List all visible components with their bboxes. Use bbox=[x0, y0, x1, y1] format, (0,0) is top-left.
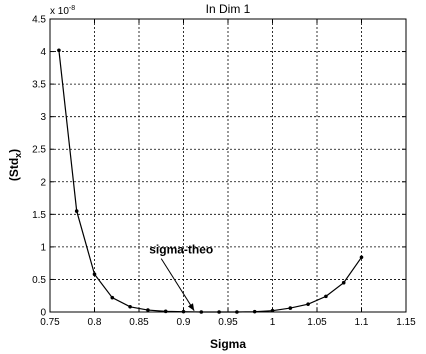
y-tick-label: 2 bbox=[40, 177, 46, 188]
data-point bbox=[288, 306, 293, 310]
data-point bbox=[341, 280, 346, 285]
x-tick-label: 1.1 bbox=[355, 317, 369, 328]
x-tick-label: 1.05 bbox=[307, 317, 327, 328]
y-tick-label: 0.5 bbox=[32, 275, 46, 286]
x-tick-label: 0.8 bbox=[88, 317, 102, 328]
data-point bbox=[217, 310, 221, 314]
y-tick-label: 2.5 bbox=[32, 145, 46, 156]
y-tick-label: 4 bbox=[40, 47, 46, 58]
x-axis-label: Sigma bbox=[210, 337, 246, 351]
y-tick-label: 1 bbox=[40, 242, 46, 253]
data-point bbox=[359, 255, 364, 260]
x-tick-label: 0.95 bbox=[218, 317, 238, 328]
x-tick-label: 0.85 bbox=[129, 317, 149, 328]
x-tick-label: 1 bbox=[270, 317, 276, 328]
data-point bbox=[57, 48, 61, 53]
x-tick-label: 0.75 bbox=[40, 317, 60, 328]
y-tick-label: 3.5 bbox=[32, 80, 46, 91]
data-point bbox=[146, 308, 150, 312]
x-tick-label: 1.15 bbox=[396, 317, 416, 328]
y-tick-label: 0 bbox=[40, 308, 46, 319]
y-axis-label-subscript: x bbox=[13, 153, 23, 158]
data-point bbox=[324, 294, 328, 299]
data-point bbox=[163, 309, 168, 314]
annotation-arrow bbox=[160, 258, 195, 311]
y-tick-label: 3 bbox=[40, 112, 46, 123]
svg-text:(Stdx): (Stdx) bbox=[7, 149, 23, 181]
y-axis-label-close: ) bbox=[7, 149, 21, 153]
data-point bbox=[92, 272, 97, 277]
data-point bbox=[252, 309, 257, 314]
exponent-base: x 10 bbox=[50, 6, 69, 17]
data-point bbox=[199, 310, 204, 314]
x-axis-ticks: 0.75 0.8 0.85 0.9 0.95 1 1.05 1.1 1.15 bbox=[40, 19, 416, 328]
annotation-label: sigma-theo bbox=[149, 243, 213, 257]
data-point bbox=[270, 308, 275, 313]
data-point bbox=[181, 309, 186, 314]
y-tick-label: 1.5 bbox=[32, 210, 46, 221]
data-point bbox=[128, 304, 132, 309]
x-tick-label: 0.9 bbox=[177, 317, 191, 328]
data-point bbox=[74, 209, 79, 213]
data-point bbox=[306, 302, 310, 306]
exponent-label: x 10-8 bbox=[50, 5, 75, 17]
series-line bbox=[58, 50, 362, 313]
annotations: sigma-theo bbox=[149, 243, 213, 311]
y-axis-label: (Stdx) bbox=[7, 149, 23, 181]
y-tick-label: 4.5 bbox=[32, 15, 46, 26]
chart-title: In Dim 1 bbox=[206, 2, 251, 16]
data-point bbox=[110, 295, 115, 300]
y-axis-ticks: 0 0.5 1 1.5 2 2.5 3 3.5 4 4.5 bbox=[32, 15, 406, 319]
series bbox=[57, 48, 364, 314]
y-axis-label-main: (Std bbox=[7, 158, 21, 181]
grid bbox=[50, 19, 406, 312]
exponent-power: -8 bbox=[69, 5, 75, 12]
data-point bbox=[235, 310, 239, 314]
